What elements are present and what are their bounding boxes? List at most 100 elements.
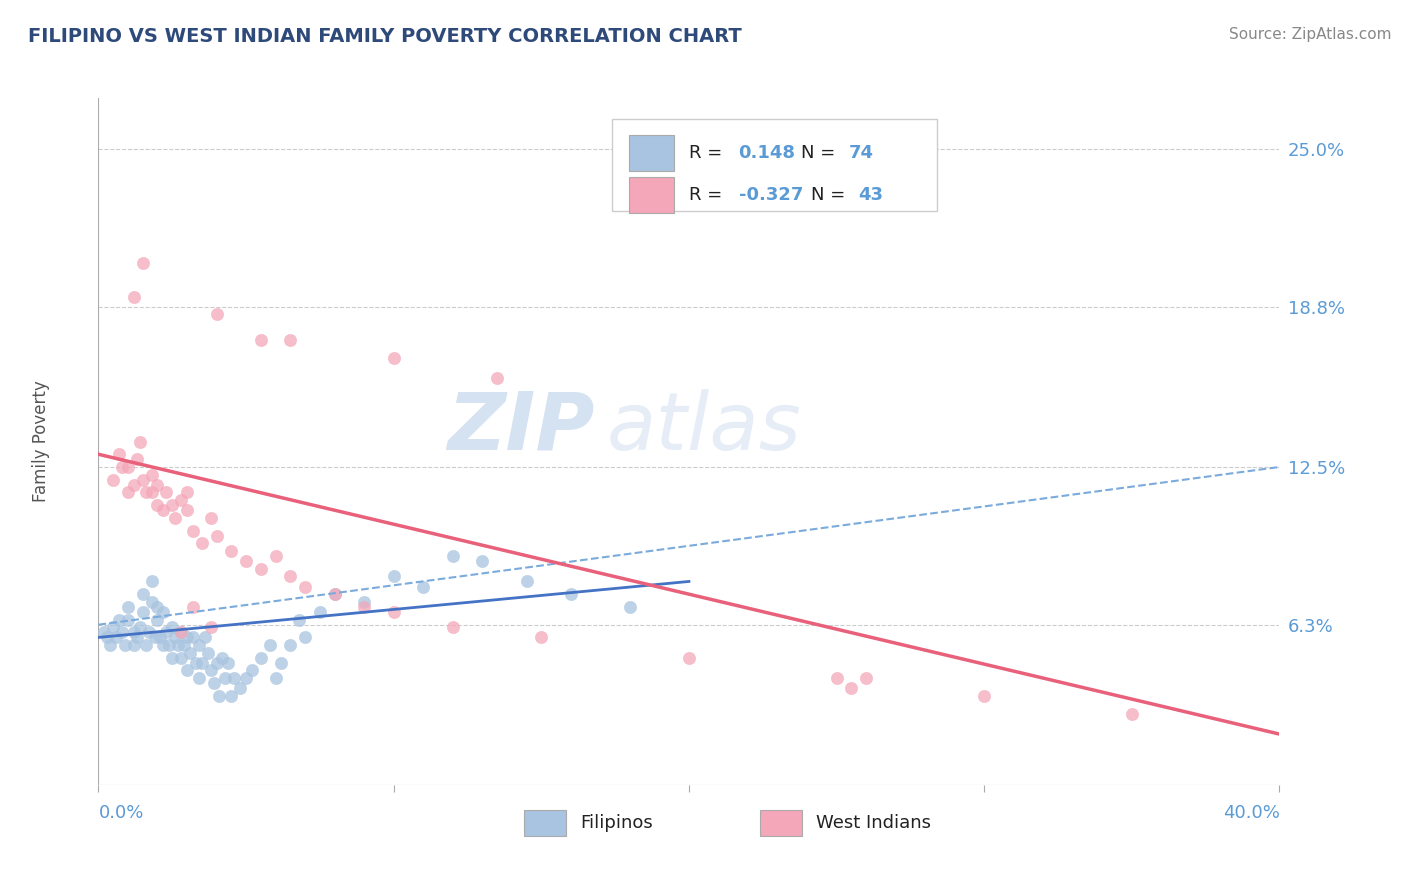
Point	[138, 625, 160, 640]
Point	[471, 554, 494, 568]
Point	[122, 477, 145, 491]
Bar	[759, 810, 803, 837]
Point	[382, 351, 405, 365]
Point	[122, 289, 145, 303]
Point	[217, 656, 239, 670]
FancyBboxPatch shape	[612, 119, 936, 211]
Point	[214, 671, 236, 685]
Point	[108, 613, 131, 627]
Text: Filipinos: Filipinos	[581, 814, 652, 832]
Point	[323, 587, 346, 601]
Point	[221, 544, 243, 558]
Point	[93, 625, 115, 640]
Point	[181, 524, 204, 538]
Point	[173, 638, 195, 652]
Point	[135, 638, 157, 652]
Point	[141, 467, 163, 482]
Point	[619, 599, 641, 614]
Point	[205, 656, 228, 670]
Point	[167, 638, 190, 652]
Point	[280, 638, 302, 652]
Bar	[628, 177, 673, 212]
Point	[197, 646, 219, 660]
Point	[152, 638, 174, 652]
Point	[165, 631, 187, 645]
Point	[114, 638, 136, 652]
Point	[122, 625, 145, 640]
Point	[280, 569, 302, 583]
Point	[117, 599, 139, 614]
Point	[176, 503, 198, 517]
Point	[128, 620, 150, 634]
Point	[117, 485, 139, 500]
Point	[162, 650, 183, 665]
Point	[221, 689, 243, 703]
Point	[264, 549, 287, 563]
Text: atlas: atlas	[606, 389, 801, 467]
Point	[191, 536, 214, 550]
Point	[1121, 706, 1143, 721]
Text: 74: 74	[848, 144, 873, 162]
Point	[152, 503, 174, 517]
Text: 0.148: 0.148	[738, 144, 796, 162]
Point	[132, 587, 155, 601]
Point	[181, 599, 204, 614]
Text: N =: N =	[811, 186, 851, 203]
Point	[105, 631, 128, 645]
Y-axis label: Family Poverty: Family Poverty	[32, 381, 49, 502]
Point	[825, 671, 848, 685]
Point	[157, 638, 180, 652]
Point	[229, 681, 252, 696]
Point	[128, 434, 150, 449]
Point	[146, 498, 169, 512]
Point	[176, 664, 198, 678]
Point	[187, 638, 209, 652]
Text: R =: R =	[689, 186, 728, 203]
Point	[146, 599, 169, 614]
Point	[235, 671, 257, 685]
Point	[224, 671, 246, 685]
Point	[141, 595, 163, 609]
Point	[170, 625, 193, 640]
Point	[259, 638, 281, 652]
Point	[108, 447, 131, 461]
Point	[288, 613, 311, 627]
Point	[250, 650, 273, 665]
Point	[353, 595, 375, 609]
Point	[205, 307, 228, 321]
Text: 0.0%: 0.0%	[98, 805, 143, 822]
Point	[162, 498, 183, 512]
Point	[200, 664, 222, 678]
Point	[176, 631, 198, 645]
Text: -0.327: -0.327	[738, 186, 803, 203]
Point	[98, 638, 121, 652]
Point	[117, 460, 139, 475]
Point	[382, 605, 405, 619]
Bar	[523, 810, 567, 837]
Point	[235, 554, 257, 568]
Point	[280, 333, 302, 347]
Point	[132, 605, 155, 619]
Point	[103, 620, 125, 634]
Point	[170, 625, 193, 640]
Point	[122, 638, 145, 652]
Point	[162, 620, 183, 634]
Point	[149, 631, 172, 645]
Point	[678, 650, 700, 665]
Point	[323, 587, 346, 601]
Text: Source: ZipAtlas.com: Source: ZipAtlas.com	[1229, 27, 1392, 42]
Point	[194, 631, 217, 645]
Point	[132, 256, 155, 270]
Point	[855, 671, 877, 685]
Point	[208, 689, 231, 703]
Point	[353, 599, 375, 614]
Text: R =: R =	[689, 144, 728, 162]
Point	[111, 625, 134, 640]
Point	[155, 625, 177, 640]
Point	[973, 689, 995, 703]
Point	[96, 631, 118, 645]
Bar	[628, 136, 673, 171]
Point	[202, 676, 225, 690]
Point	[125, 452, 148, 467]
Text: 43: 43	[858, 186, 883, 203]
